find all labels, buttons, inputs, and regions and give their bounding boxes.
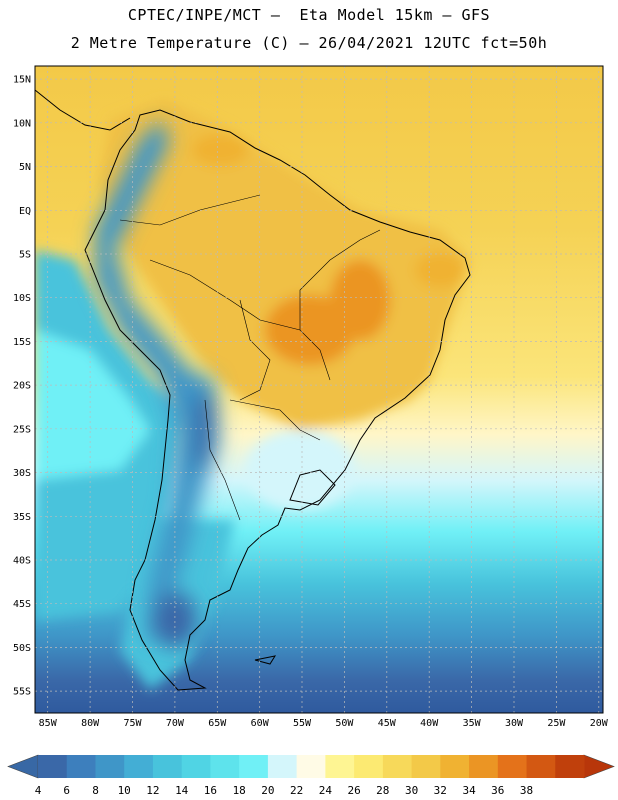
colorbar-tick-label: 28 (376, 784, 389, 797)
colorbar-tick-label: 10 (118, 784, 131, 797)
colorbar-tick-label: 4 (35, 784, 42, 797)
colorbar-cell (152, 755, 183, 778)
lat-label: 15N (13, 75, 31, 86)
lon-label: 25W (547, 718, 566, 729)
lat-label: EQ (19, 206, 31, 217)
colorbar-tick-label: 24 (319, 784, 333, 797)
lat-label: 55S (13, 687, 31, 698)
lat-label: 35S (13, 512, 31, 523)
longitude-labels: 85W 80W 75W 70W 65W 60W 55W 50W 45W 40W … (39, 718, 609, 729)
lon-label: 70W (166, 718, 185, 729)
colorbar-tick-label: 6 (63, 784, 70, 797)
colorbar-cell (440, 755, 470, 778)
colorbar-tick-label: 18 (233, 784, 246, 797)
colorbar-cell (66, 755, 96, 778)
colorbar-tick-label: 32 (434, 784, 447, 797)
colorbar-tick-label: 36 (491, 784, 504, 797)
lon-label: 60W (251, 718, 270, 729)
lon-label: 20W (590, 718, 609, 729)
colorbar-cell (325, 755, 355, 778)
colorbar-cell (469, 755, 499, 778)
lat-label: 30S (13, 468, 31, 479)
lat-label: 40S (13, 556, 31, 567)
colorbar-cell (95, 755, 125, 778)
title-line-1: CPTEC/INPE/MCT – Eta Model 15km – GFS (127, 6, 491, 24)
colorbar-low-arrow (7, 754, 39, 779)
lon-label: 30W (505, 718, 524, 729)
lon-label: 40W (420, 718, 439, 729)
colorbar-cell (296, 755, 326, 778)
colorbar-cell (526, 755, 556, 778)
colorbar-cell (555, 755, 585, 778)
coastlines (35, 89, 471, 691)
lat-label: 25S (13, 424, 31, 435)
lat-label: 5S (19, 250, 31, 261)
colorbar-high-arrow (583, 754, 615, 779)
colorbar-tick-label: 8 (92, 784, 99, 797)
lon-label: 85W (39, 718, 58, 729)
temperature-field (35, 100, 470, 690)
colorbar: 4 6 8 10 12 14 16 18 20 22 24 26 28 30 3… (7, 754, 615, 797)
colorbar-cell (210, 755, 240, 778)
colorbar-tick-label: 22 (290, 784, 303, 797)
lat-label: 10N (13, 118, 31, 129)
colorbar-cell (124, 755, 154, 778)
colorbar-cell (181, 755, 211, 778)
colorbar-tick-label: 20 (261, 784, 274, 797)
colorbar-cell (382, 755, 413, 778)
lat-label: 10S (13, 293, 31, 304)
colorbar-cell (267, 755, 298, 778)
colorbar-tick-label: 12 (146, 784, 159, 797)
colorbar-cell (239, 755, 269, 778)
colorbar-tick-labels: 4 6 8 10 12 14 16 18 20 22 24 26 28 30 3… (35, 784, 533, 797)
andes-cold-band (95, 120, 220, 648)
lat-label: 45S (13, 599, 31, 610)
colorbar-cell (354, 755, 384, 778)
lon-label: 55W (293, 718, 312, 729)
lon-label: 50W (335, 718, 354, 729)
lat-label: 50S (13, 643, 31, 654)
colorbar-cell (411, 755, 441, 778)
map-frame (34, 65, 604, 714)
colorbar-tick-label: 14 (175, 784, 189, 797)
lon-label: 75W (123, 718, 142, 729)
lon-label: 35W (463, 718, 482, 729)
lon-label: 65W (208, 718, 227, 729)
colorbar-tick-label: 26 (347, 784, 360, 797)
colorbar-cells (38, 755, 585, 778)
title-line-2: 2 Metre Temperature (C) – 26/04/2021 12U… (70, 34, 548, 52)
colorbar-tick-label: 38 (520, 784, 533, 797)
lat-label: 5N (19, 162, 31, 173)
lon-label: 45W (378, 718, 397, 729)
lat-label: 15S (13, 337, 31, 348)
latitude-labels: 15N 10N 5N EQ 5S 10S 15S 20S 25S 30S 35S… (13, 75, 31, 698)
colorbar-cell (497, 755, 528, 778)
colorbar-cell (38, 755, 68, 778)
lon-label: 80W (81, 718, 100, 729)
map-area (35, 66, 603, 713)
colorbar-tick-label: 34 (462, 784, 476, 797)
colorbar-tick-label: 30 (405, 784, 418, 797)
colorbar-tick-label: 16 (204, 784, 217, 797)
lat-label: 20S (13, 381, 31, 392)
